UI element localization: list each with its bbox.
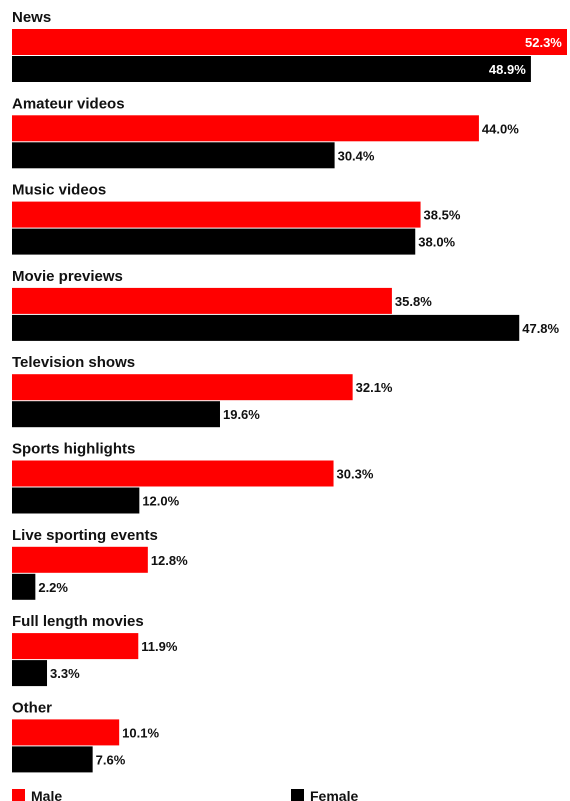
value-label-male: 10.1%	[122, 725, 159, 740]
legend: Male Female	[12, 788, 358, 801]
value-label-female: 47.8%	[522, 321, 559, 336]
category-label: Music videos	[12, 182, 106, 199]
value-label-male: 38.5%	[424, 208, 461, 223]
bar-male	[12, 719, 120, 746]
bar-group-news: News 52.3% 48.9%	[12, 9, 567, 82]
bar-female	[12, 142, 335, 169]
bar-group-amateur-videos: Amateur videos 44.0% 30.4%	[12, 95, 519, 169]
value-label-female: 30.4%	[338, 148, 375, 163]
bars-layer: News 52.3% 48.9% Amateur videos 44.0% 30.4% Mu…	[12, 9, 567, 773]
category-label: Movie previews	[12, 268, 123, 285]
value-label-female: 7.6%	[96, 752, 126, 767]
bar-group-live-sporting-events: Live sporting events 12.8% 2.2%	[12, 527, 188, 600]
bar-group-full-length-movies: Full length movies 11.9% 3.3%	[12, 613, 178, 687]
bar-female	[12, 487, 140, 514]
bar-female	[12, 228, 416, 255]
bar-female	[12, 660, 48, 687]
value-label-female: 12.0%	[142, 494, 179, 509]
value-label-female: 2.2%	[38, 580, 68, 595]
category-label: Other	[12, 699, 52, 716]
bar-group-other: Other 10.1% 7.6%	[12, 699, 159, 773]
bar-female	[12, 401, 220, 428]
category-label: Amateur videos	[12, 95, 125, 112]
legend-label-female: Female	[310, 788, 358, 801]
bar-male	[12, 115, 479, 142]
value-label-female: 3.3%	[50, 666, 80, 681]
bar-male	[12, 633, 139, 660]
value-label-male: 11.9%	[141, 639, 178, 654]
bar-male	[12, 201, 421, 228]
value-label-female: 19.6%	[223, 407, 260, 422]
value-label-male: 44.0%	[482, 121, 519, 136]
legend-swatch-male	[12, 789, 25, 801]
bar-group-music-videos: Music videos 38.5% 38.0%	[12, 182, 461, 255]
bar-female	[12, 56, 531, 82]
bar-male	[12, 546, 148, 573]
bar-female	[12, 746, 93, 773]
bar-female	[12, 573, 36, 600]
value-label-female: 48.9%	[489, 62, 526, 77]
value-label-male: 32.1%	[356, 380, 393, 395]
bar-group-television-shows: Television shows 32.1% 19.6%	[12, 354, 393, 428]
legend-label-male: Male	[31, 788, 62, 801]
value-label-male: 12.8%	[151, 553, 188, 568]
bar-male	[12, 287, 392, 314]
legend-swatch-female	[291, 789, 304, 801]
category-label: News	[12, 9, 51, 26]
bar-group-sports-highlights: Sports highlights 30.3% 12.0%	[12, 441, 374, 514]
value-label-male: 35.8%	[395, 294, 432, 309]
category-label: Television shows	[12, 354, 135, 371]
value-label-male: 52.3%	[525, 35, 562, 50]
bar-male	[12, 374, 353, 401]
value-label-male: 30.3%	[337, 467, 374, 482]
category-label: Live sporting events	[12, 527, 158, 544]
category-label: Sports highlights	[12, 441, 135, 458]
bar-group-movie-previews: Movie previews 35.8% 47.8%	[12, 268, 560, 341]
bar-male	[12, 29, 567, 55]
bar-male	[12, 460, 334, 487]
category-label: Full length movies	[12, 613, 144, 630]
value-label-female: 38.0%	[418, 235, 455, 250]
bar-female	[12, 314, 520, 341]
